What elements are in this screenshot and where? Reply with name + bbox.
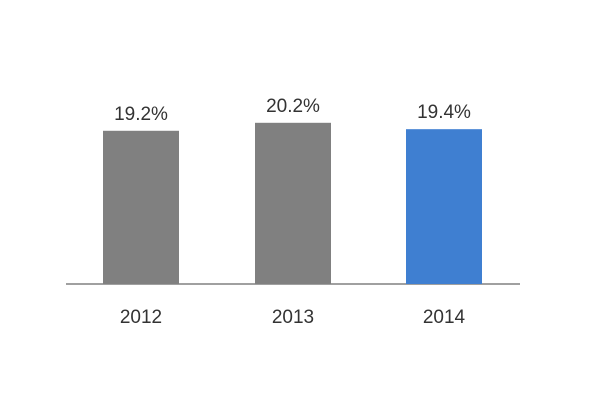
bar-2014 xyxy=(406,129,482,284)
x-tick-label-2012: 2012 xyxy=(120,307,162,328)
x-tick-label-2013: 2013 xyxy=(272,307,314,328)
data-label-2013: 20.2% xyxy=(266,96,320,117)
data-label-2012: 19.2% xyxy=(114,104,168,125)
x-tick-label-2014: 2014 xyxy=(423,307,466,328)
data-label-2014: 19.4% xyxy=(417,102,471,123)
bar-2012 xyxy=(103,130,179,284)
bar-2013 xyxy=(255,122,331,284)
